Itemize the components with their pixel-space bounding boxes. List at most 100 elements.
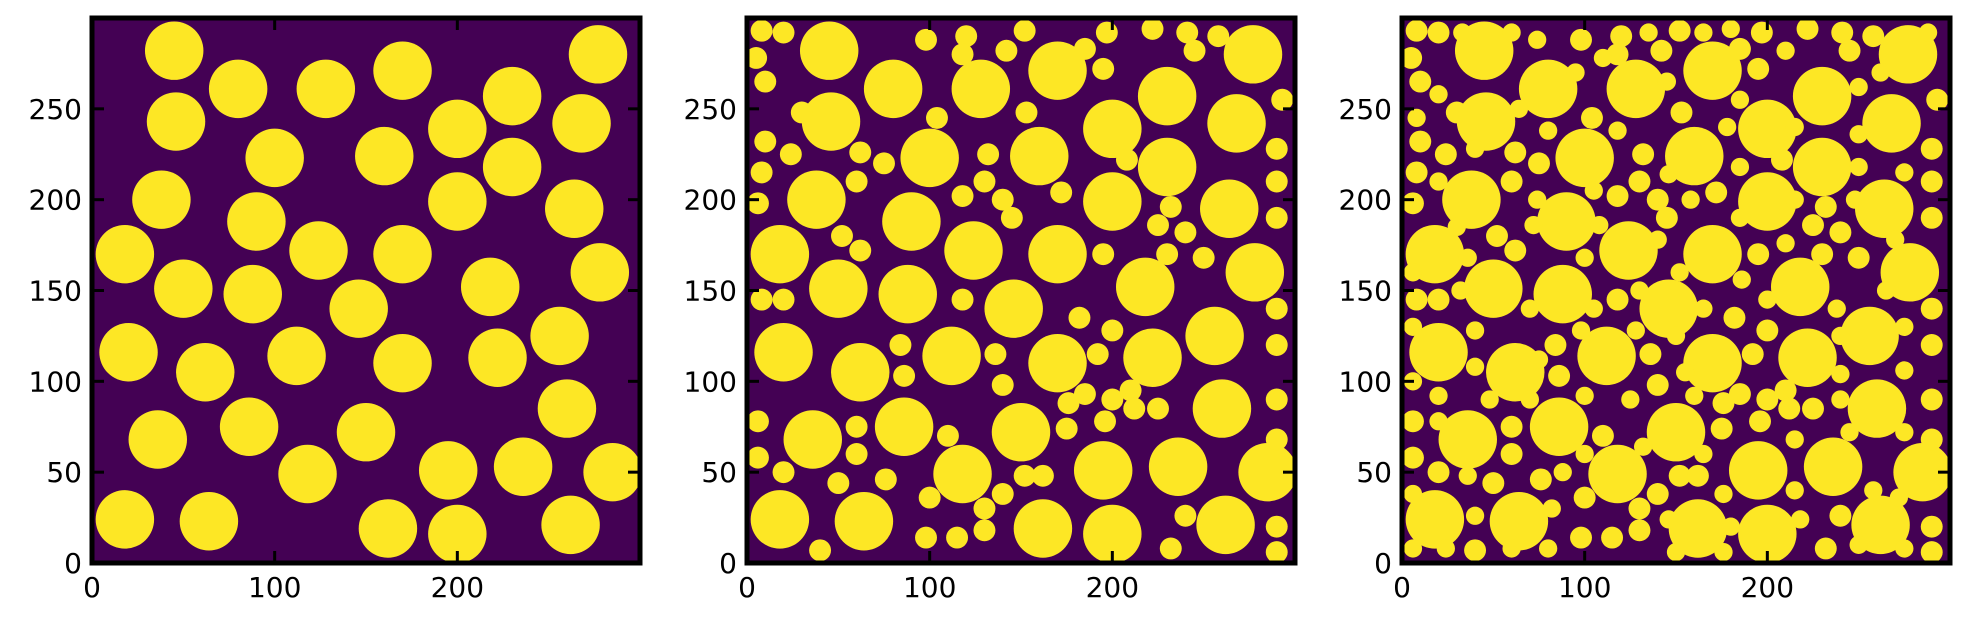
particle (1489, 491, 1549, 551)
particle (1926, 88, 1949, 111)
particle (1712, 392, 1735, 415)
particle (1659, 510, 1678, 529)
particle (754, 130, 777, 153)
particle (878, 264, 937, 324)
particle (1626, 321, 1645, 340)
particle (179, 491, 239, 551)
particle (1646, 374, 1669, 396)
particle (1207, 25, 1230, 48)
y-tick-label: 200 (684, 184, 737, 217)
particle (1486, 343, 1545, 402)
particle (991, 188, 1014, 211)
particle (1791, 510, 1810, 529)
particle (915, 28, 937, 51)
particle (1721, 19, 1740, 39)
plot-frame (744, 15, 1298, 566)
particle (1509, 99, 1529, 118)
particle (1920, 541, 1943, 563)
particle (1862, 25, 1885, 48)
particle (1650, 39, 1673, 62)
particle (1606, 59, 1666, 119)
particle (267, 326, 326, 386)
particle (1668, 464, 1691, 487)
particle (1639, 279, 1698, 338)
particle (1591, 424, 1614, 447)
particle (355, 126, 414, 186)
particle (1621, 390, 1640, 409)
particle (1409, 70, 1432, 93)
particle (754, 70, 777, 93)
particle (1728, 383, 1751, 406)
particle (1847, 246, 1870, 269)
particle (1465, 506, 1485, 525)
particle (1265, 297, 1288, 320)
particle (1458, 466, 1477, 485)
particle (1895, 361, 1914, 380)
particle (1196, 495, 1255, 555)
particle (1802, 397, 1824, 420)
particle (1429, 386, 1448, 405)
particles (95, 21, 640, 563)
particle (99, 323, 158, 382)
particle (1803, 437, 1863, 496)
particle (1528, 190, 1547, 209)
particle (1050, 181, 1073, 204)
particle (223, 264, 282, 324)
particle (1814, 195, 1837, 218)
particle (1738, 172, 1797, 231)
particle (1577, 326, 1636, 386)
particle (1895, 539, 1914, 558)
particle (772, 21, 795, 44)
particle (1849, 125, 1868, 144)
particle (1694, 444, 1713, 464)
particle (468, 328, 527, 387)
particle (1465, 357, 1485, 376)
particle (772, 461, 795, 484)
particle (1606, 288, 1629, 311)
particle (1606, 43, 1629, 66)
particle (984, 343, 1007, 366)
particle (1628, 497, 1651, 520)
particle (1434, 143, 1457, 166)
particle (1445, 101, 1468, 124)
particle (154, 259, 213, 318)
particle (1639, 23, 1658, 42)
particle (1119, 379, 1142, 402)
particle (1827, 299, 1846, 318)
particle (1500, 170, 1523, 193)
particle (1265, 428, 1288, 451)
particle (747, 410, 769, 433)
particle (1095, 21, 1118, 44)
plot-frame (89, 15, 643, 566)
particle (1528, 152, 1550, 175)
particle (926, 106, 948, 129)
particle (1141, 18, 1164, 40)
particle (882, 192, 941, 251)
particle (1630, 281, 1649, 300)
particle (1174, 221, 1197, 244)
particle (799, 21, 859, 80)
particle (1646, 402, 1706, 462)
particle (1738, 504, 1797, 563)
particle (900, 128, 959, 188)
particle (991, 374, 1014, 396)
particle (1101, 388, 1124, 411)
particle (1028, 41, 1087, 100)
particle (1456, 92, 1516, 151)
particle (1265, 137, 1288, 160)
particle (570, 243, 630, 302)
particle (128, 410, 187, 469)
particle (1073, 37, 1096, 60)
particle (1520, 390, 1540, 409)
particle (1581, 106, 1603, 129)
particle (1137, 137, 1197, 197)
x-tick-label: 0 (738, 571, 756, 604)
particle (973, 519, 996, 542)
particle (1920, 206, 1943, 229)
particle (946, 526, 969, 549)
particle (373, 41, 432, 100)
particle (1710, 417, 1733, 440)
particle (1482, 472, 1505, 495)
particle (951, 288, 974, 311)
particle (1683, 224, 1742, 284)
